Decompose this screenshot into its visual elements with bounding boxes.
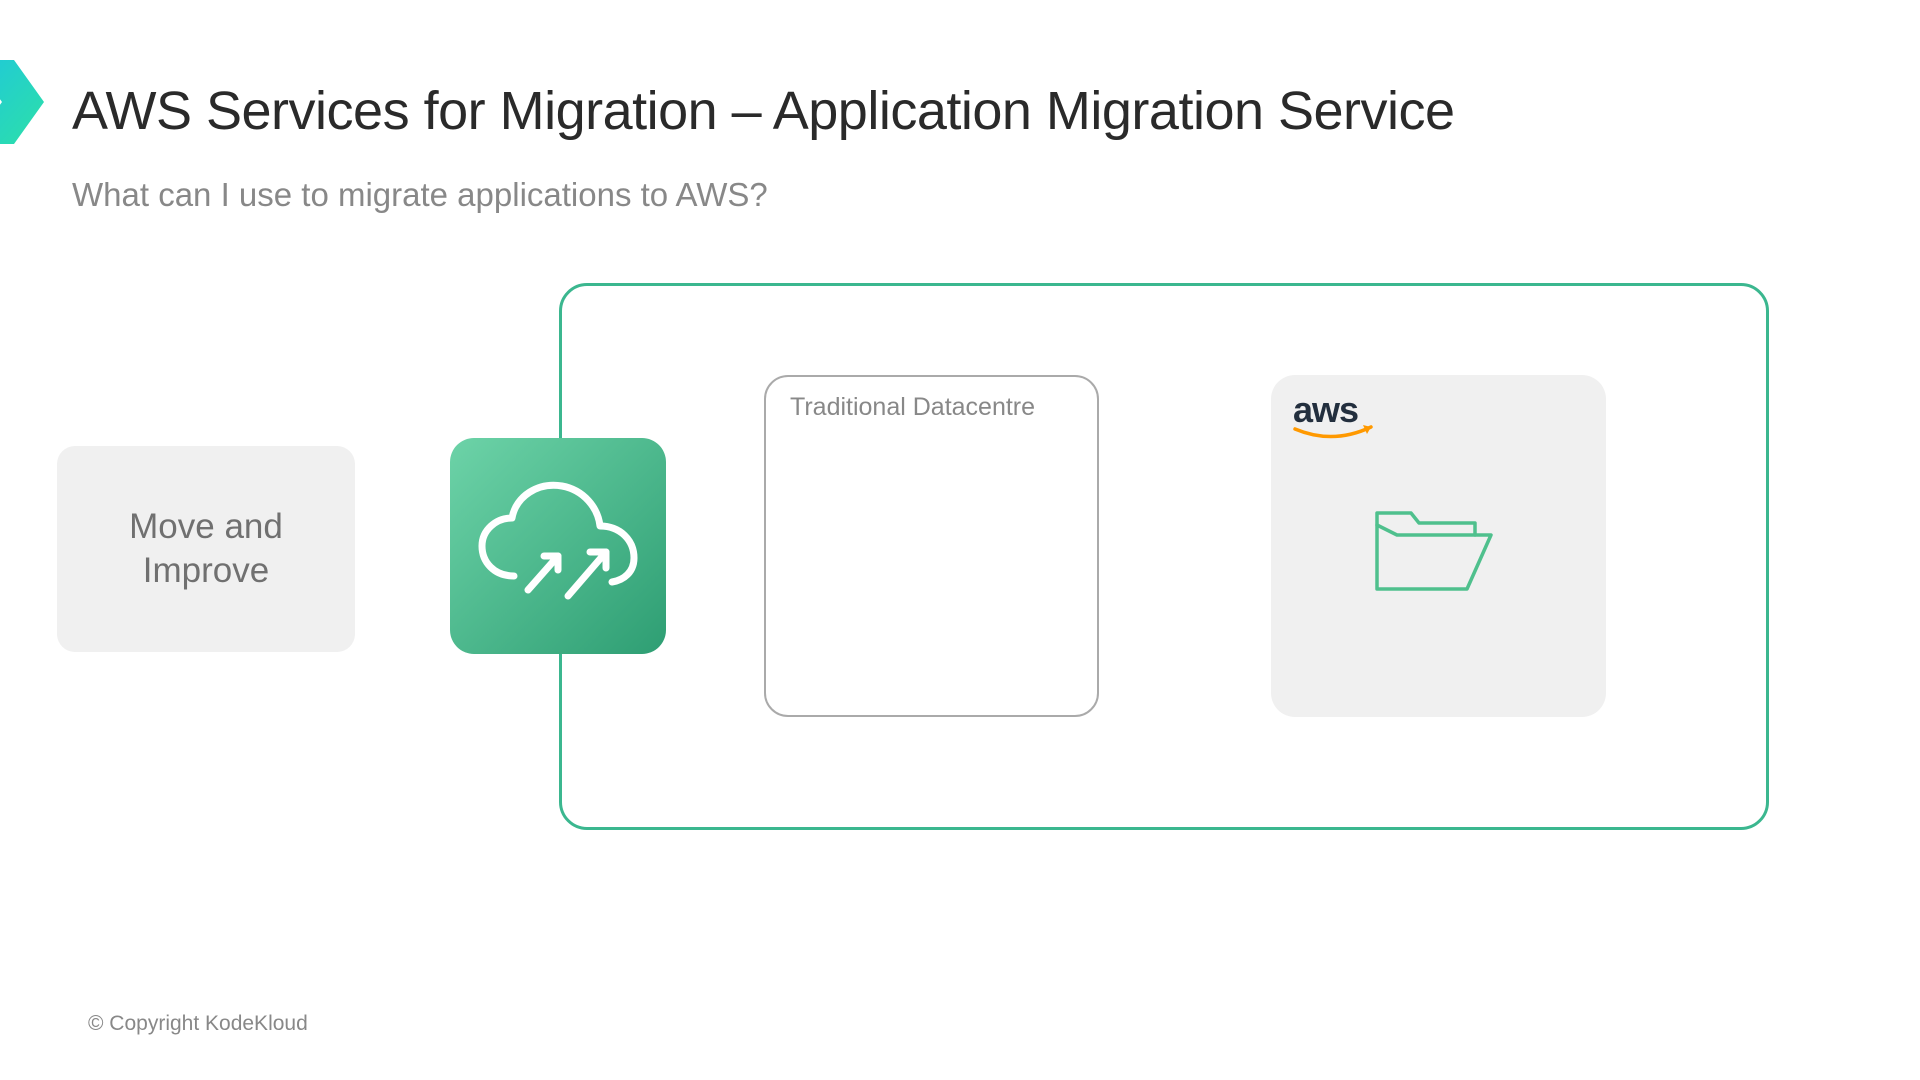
move-improve-box: Move andImprove xyxy=(57,446,355,652)
page-subtitle: What can I use to migrate applications t… xyxy=(72,176,768,214)
aws-logo: aws xyxy=(1293,389,1375,450)
copyright-text: © Copyright KodeKloud xyxy=(88,1012,308,1036)
aws-box: aws xyxy=(1271,375,1606,717)
folder-icon xyxy=(1367,503,1495,608)
datacentre-box: Traditional Datacentre xyxy=(764,375,1099,717)
datacentre-label: Traditional Datacentre xyxy=(790,393,1035,422)
corner-chevron-icon xyxy=(0,60,44,149)
page-title: AWS Services for Migration – Application… xyxy=(72,80,1455,142)
migration-service-icon xyxy=(450,438,666,654)
move-improve-label: Move andImprove xyxy=(129,505,283,593)
aws-swoosh-icon xyxy=(1293,425,1375,445)
